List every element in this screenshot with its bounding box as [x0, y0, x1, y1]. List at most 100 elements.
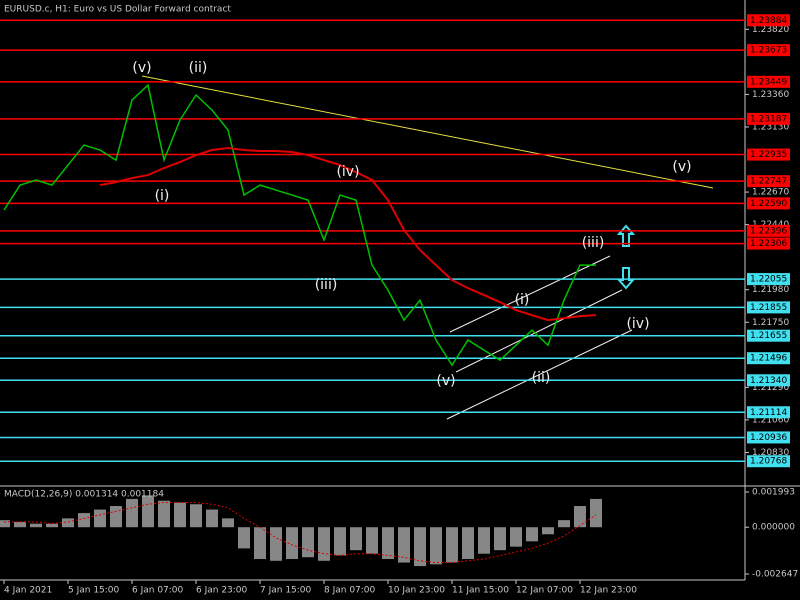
macd-bar	[302, 527, 314, 558]
y-tick-label: 1.21980	[752, 285, 789, 295]
x-tick-label: 12 Jan 23:00	[580, 586, 637, 596]
macd-title: MACD(12,26,9) 0.001314 0.001184	[4, 490, 164, 500]
macd-bar	[430, 527, 442, 565]
level-label: 1.21340	[750, 376, 787, 386]
level-box	[747, 352, 790, 365]
macd-bar	[142, 495, 154, 528]
macd-bar	[542, 527, 554, 535]
level-box	[747, 197, 790, 210]
macd-bar	[526, 527, 538, 542]
level-box	[747, 273, 790, 286]
level-box	[747, 148, 790, 161]
level-label: 1.20768	[750, 457, 787, 467]
wave-label: (ii)	[189, 60, 208, 76]
macd-bar	[574, 506, 586, 528]
level-box	[747, 14, 790, 27]
y-tick-label: 1.23820	[752, 25, 789, 35]
y-tick-label: 1.21060	[752, 415, 789, 425]
channel-line	[446, 329, 633, 420]
macd-bar	[398, 527, 410, 563]
y-tick-label: 0.000000	[752, 523, 795, 533]
macd-bar	[62, 518, 74, 528]
level-box	[747, 175, 790, 188]
wave-label: (iii)	[315, 277, 338, 293]
y-tick-label: 1.23360	[752, 90, 789, 100]
macd-bar	[206, 509, 218, 528]
level-box	[747, 224, 790, 237]
y-tick-label: 0.001993	[752, 488, 795, 498]
up-arrow	[616, 224, 636, 247]
macd-bar	[590, 498, 602, 528]
x-tick-label: 6 Jan 23:00	[196, 586, 248, 596]
level-label: 1.23673	[750, 46, 787, 56]
y-tick-label: 1.21290	[752, 383, 789, 393]
x-tick-label: 5 Jan 15:00	[68, 586, 120, 596]
macd-bar	[478, 527, 490, 554]
y-tick-label: 1.22670	[752, 188, 789, 198]
level-box	[747, 329, 790, 342]
macd-bar	[286, 527, 298, 560]
level-label: 1.21496	[750, 354, 787, 364]
level-box	[747, 431, 790, 444]
x-tick-label: 4 Jan 2021	[4, 586, 52, 596]
level-label: 1.22306	[750, 239, 787, 249]
level-box	[747, 455, 790, 468]
macd-bar	[318, 527, 330, 561]
macd-bar	[46, 523, 58, 528]
wave-label: (i)	[155, 188, 170, 204]
wave-label: (ii)	[532, 370, 551, 386]
x-tick-label: 7 Jan 15:00	[260, 586, 312, 596]
level-box	[747, 301, 790, 314]
macd-bar	[462, 527, 474, 560]
wave-label: (iv)	[626, 316, 649, 332]
macd-bar	[494, 527, 506, 551]
level-box	[747, 374, 790, 387]
level-label: 1.22396	[750, 226, 787, 236]
macd-bar	[334, 527, 346, 556]
price-line	[99, 147, 597, 322]
level-box	[747, 112, 790, 125]
macd-bar	[94, 509, 106, 528]
level-label: 1.22055	[750, 275, 787, 285]
channel-line	[449, 255, 611, 333]
macd-bar	[78, 513, 90, 528]
macd-bar	[14, 521, 26, 528]
x-tick-label: 6 Jan 07:00	[132, 586, 184, 596]
level-label: 1.23187	[750, 114, 787, 124]
macd-bar	[0, 520, 10, 528]
macd-bar	[190, 504, 202, 528]
x-tick-label: 12 Jan 07:00	[516, 586, 573, 596]
level-label: 1.22747	[750, 177, 787, 187]
y-tick-label: -0.002647	[752, 569, 798, 579]
y-tick-label: 1.23130	[752, 122, 789, 132]
macd-bar	[270, 527, 282, 561]
chart-title: EURUSD.c, H1: Euro vs US Dollar Forward …	[4, 5, 231, 15]
level-label: 1.22590	[750, 199, 787, 209]
wave-label: (i)	[515, 292, 530, 308]
macd-bar	[446, 527, 458, 563]
macd-bar	[30, 523, 42, 528]
level-box	[747, 75, 790, 88]
level-label: 1.21655	[750, 331, 787, 341]
wave-label: (v)	[436, 373, 455, 389]
macd-bar	[222, 518, 234, 528]
macd-bar	[238, 527, 250, 549]
macd-bar	[126, 498, 138, 528]
macd-bar	[174, 502, 186, 528]
level-label: 1.23449	[750, 77, 787, 87]
macd-bar	[350, 527, 362, 551]
level-box	[747, 237, 790, 250]
y-tick-label: 1.20830	[752, 448, 789, 458]
x-tick-label: 8 Jan 07:00	[324, 586, 376, 596]
level-label: 1.20936	[750, 433, 787, 443]
macd-bar	[510, 527, 522, 547]
level-box	[747, 406, 790, 419]
macd-bar	[382, 527, 394, 560]
level-label: 1.23884	[750, 16, 787, 26]
wave-label: (v)	[132, 60, 151, 76]
level-label: 1.21855	[750, 303, 787, 313]
signal-line	[4, 501, 597, 564]
down-arrow	[616, 267, 636, 290]
level-box	[747, 44, 790, 57]
